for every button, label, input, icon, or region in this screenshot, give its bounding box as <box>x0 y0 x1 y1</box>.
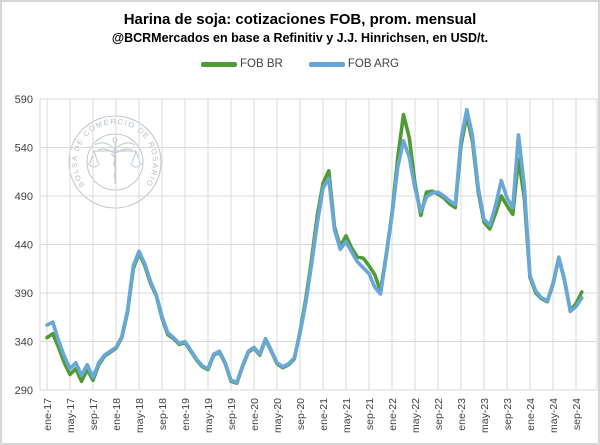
y-tick-label: 590 <box>15 94 33 106</box>
x-tick-label: sep-18 <box>157 398 169 430</box>
x-tick-label: ene-22 <box>387 398 399 431</box>
legend-item-fob-arg[interactable]: FOB ARG <box>308 58 399 70</box>
legend-label-fob-br: FOB BR <box>240 58 283 70</box>
x-tick-label: ene-24 <box>525 398 537 431</box>
x-tick-label: may-18 <box>134 398 146 433</box>
legend-item-fob-br[interactable]: FOB BR <box>201 58 283 70</box>
fob-arg-line-swatch <box>308 61 345 67</box>
x-tick-label: ene-21 <box>318 398 330 431</box>
x-tick-label: ene-17 <box>42 398 54 431</box>
x-tick-label: may-19 <box>203 398 215 433</box>
y-tick-label: 290 <box>15 385 33 397</box>
series-line-fob-br <box>45 112 584 386</box>
chart-subtitle: @BCRMercados en base a Refinitiv y J.J. … <box>111 31 489 45</box>
x-tick-label: ene-19 <box>180 398 192 431</box>
x-tick-label: may-21 <box>341 398 353 433</box>
legend-label-fob-arg: FOB ARG <box>347 58 399 70</box>
y-tick-label: 540 <box>15 143 33 155</box>
x-tick-label: sep-21 <box>364 398 376 430</box>
x-tick-label: may-24 <box>548 398 560 433</box>
x-tick-label: may-20 <box>272 398 284 433</box>
series-line-fob-arg <box>45 107 584 385</box>
x-tick-label: may-17 <box>65 398 77 433</box>
page-title: Harina de soja: cotizaciones FOB, prom. … <box>123 11 477 28</box>
x-tick-label: sep-17 <box>88 398 100 430</box>
x-tick-label: sep-22 <box>433 398 445 430</box>
x-tick-label: may-22 <box>410 398 422 433</box>
x-tick-label: ene-23 <box>456 398 468 431</box>
x-tick-label: sep-20 <box>295 398 307 430</box>
x-tick-label: sep-24 <box>571 398 583 430</box>
x-tick-label: sep-23 <box>502 398 514 430</box>
watermark-seal: BOLSA DE COMERCIO DE ROSARIO <box>68 115 162 209</box>
legend: FOB BR FOB ARG <box>2 58 598 70</box>
fob-br-line-swatch <box>201 61 238 67</box>
y-tick-label: 340 <box>15 337 33 349</box>
x-tick-label: ene-20 <box>249 398 261 431</box>
x-tick-label: sep-19 <box>226 398 238 430</box>
caduceus-scales-icon <box>87 137 143 184</box>
x-tick-label: may-23 <box>479 398 491 433</box>
y-tick-label: 440 <box>15 240 33 252</box>
watermark-text: BOLSA DE COMERCIO DE ROSARIO <box>70 117 160 189</box>
x-tick-label: ene-18 <box>111 398 123 431</box>
y-tick-label: 490 <box>15 191 33 203</box>
y-tick-label: 390 <box>15 288 33 300</box>
